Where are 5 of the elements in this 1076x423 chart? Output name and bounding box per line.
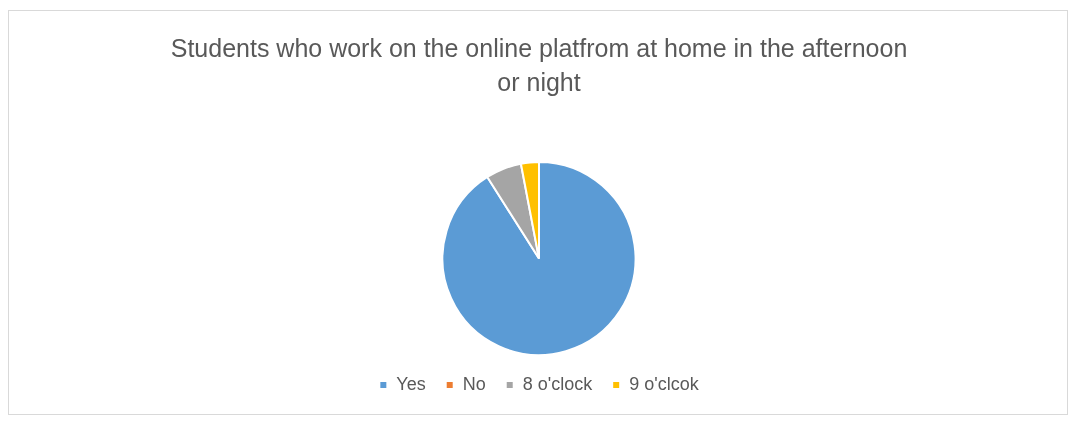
legend-label: 9 o'clcok <box>629 373 700 394</box>
legend-label: 8 o'clock <box>522 373 594 394</box>
chart-title: Students who work on the online platfrom at home in the afternoon or night <box>169 33 909 98</box>
legend-label: No <box>462 373 486 394</box>
legend-label: Yes <box>396 373 426 394</box>
